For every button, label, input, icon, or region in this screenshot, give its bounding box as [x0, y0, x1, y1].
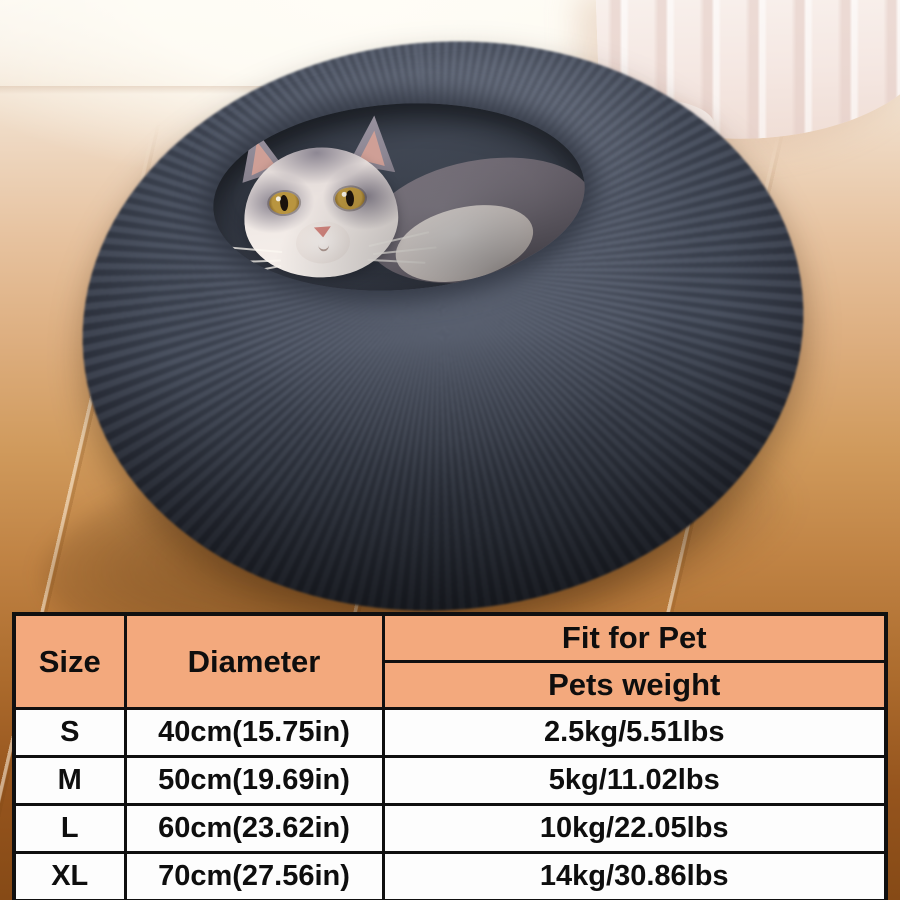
cat-muzzle — [294, 219, 352, 266]
cell-size-s: S — [12, 707, 127, 758]
cat-right-ear-inner — [345, 114, 399, 175]
cat-left-ear-inner — [234, 124, 286, 183]
cell-weight-xl: 14kg/30.86lbs — [381, 851, 888, 900]
cat-right-eye-glint — [341, 191, 347, 197]
cell-weight-m: 5kg/11.02lbs — [381, 755, 888, 806]
size-table-header: Size Diameter Fit for Pet Pets weight — [12, 612, 888, 710]
cat-left-eye-glint — [275, 196, 282, 202]
cat-nose — [314, 225, 332, 238]
cell-diameter-xl: 70cm(27.56in) — [123, 851, 385, 900]
cell-weight-s: 2.5kg/5.51lbs — [381, 707, 888, 758]
cell-diameter-l: 60cm(23.62in) — [123, 803, 385, 854]
cat-whisker — [368, 231, 430, 248]
cat-whisker — [372, 246, 437, 256]
table-row-xl: XL 70cm(27.56in) 14kg/30.86lbs — [12, 851, 888, 900]
header-fit-for-pet: Fit for Pet — [381, 612, 888, 663]
cat-left-eye — [268, 191, 300, 216]
cat-whisker — [367, 258, 426, 264]
cat-right-pupil — [345, 190, 355, 207]
cell-size-l: L — [12, 803, 127, 854]
cell-size-m: M — [12, 755, 127, 806]
table-row-s: S 40cm(15.75in) 2.5kg/5.51lbs — [12, 707, 888, 758]
size-table: Size Diameter Fit for Pet Pets weight S … — [12, 612, 888, 900]
table-row-l: L 60cm(23.62in) 10kg/22.05lbs — [12, 803, 888, 854]
cat-left-ear — [234, 124, 286, 183]
table-row-m: M 50cm(19.69in) 5kg/11.02lbs — [12, 755, 888, 806]
cell-diameter-s: 40cm(15.75in) — [123, 707, 385, 758]
cell-weight-l: 10kg/22.05lbs — [381, 803, 888, 854]
cat-face — [217, 142, 437, 283]
cell-size-xl: XL — [12, 851, 127, 900]
cat-left-pupil — [279, 194, 289, 212]
cat-head — [217, 114, 437, 285]
wall-floor-edge — [0, 86, 486, 94]
cat-right-ear — [345, 114, 399, 175]
header-size: Size — [12, 612, 127, 710]
cat-right-eye — [334, 186, 366, 211]
header-diameter: Diameter — [123, 612, 385, 710]
cat-mouth — [317, 237, 330, 252]
header-pets-weight: Pets weight — [381, 660, 888, 710]
cell-diameter-m: 50cm(19.69in) — [123, 755, 385, 806]
